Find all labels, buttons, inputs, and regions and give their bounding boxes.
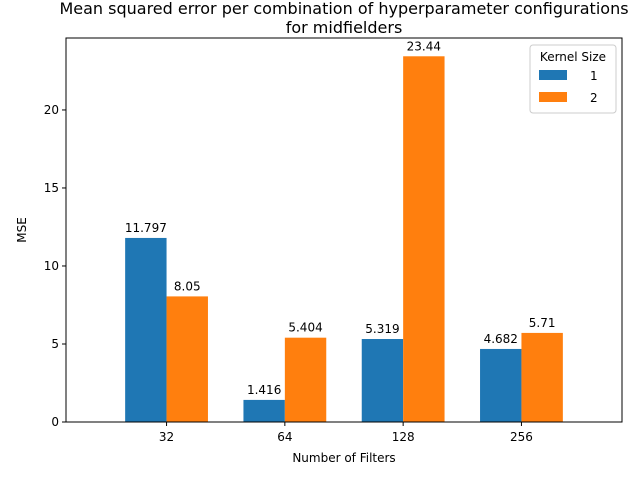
x-tick-label: 64 [277, 430, 292, 444]
data-label-series-2-64: 5.404 [288, 321, 322, 335]
x-tick-label: 32 [159, 430, 174, 444]
data-label-series-2-256: 5.71 [529, 316, 556, 330]
x-axis: 32 64 128 256 [159, 422, 533, 444]
chart-subtitle: for midfielders [286, 18, 403, 37]
bar-series-1-256 [480, 348, 522, 422]
data-label-series-1-64: 1.416 [247, 383, 281, 397]
y-tick-label: 20 [44, 103, 59, 117]
plot-frame [65, 37, 623, 423]
y-tick-label: 5 [51, 337, 59, 351]
bar-series-1-32 [125, 237, 167, 422]
bar-series-2-256 [521, 332, 563, 422]
legend-label-series-1: 1 [590, 69, 598, 83]
x-axis-label: Number of Filters [292, 451, 395, 465]
data-label-series-1-256: 4.682 [484, 332, 518, 346]
chart-title: Mean squared error per combination of hy… [59, 0, 628, 18]
legend-swatch-series-2 [539, 92, 567, 102]
data-label-series-2-128: 23.44 [407, 39, 441, 53]
legend-label-series-2: 2 [590, 91, 598, 105]
bar-series-2-32 [166, 296, 208, 422]
x-tick-label: 128 [392, 430, 415, 444]
data-label-series-1-128: 5.319 [365, 322, 399, 336]
legend-title: Kernel Size [540, 50, 606, 64]
y-axis-label: MSE [15, 217, 29, 243]
bar-series-1-128 [361, 339, 404, 422]
bars-group [125, 56, 563, 423]
y-axis: 0 5 10 15 20 [44, 103, 66, 429]
bar-series-2-64 [284, 337, 327, 422]
legend: Kernel Size 1 2 [529, 44, 617, 114]
x-tick-label: 256 [510, 430, 533, 444]
legend-swatch-series-1 [539, 70, 567, 80]
y-tick-label: 15 [44, 181, 59, 195]
bar-series-1-64 [243, 399, 285, 422]
y-tick-label: 0 [51, 415, 59, 429]
data-label-series-2-32: 8.05 [174, 279, 201, 293]
data-labels-group: 11.797 1.416 5.319 4.682 8.05 5.404 23.44 5.71 [125, 39, 556, 397]
data-label-series-1-32: 11.797 [125, 221, 167, 235]
y-tick-label: 10 [44, 259, 59, 273]
bar-series-2-128 [403, 56, 445, 423]
